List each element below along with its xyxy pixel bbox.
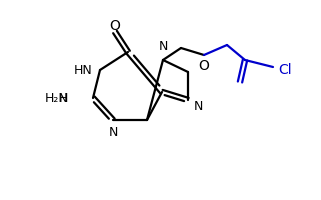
Text: O: O [109,19,120,33]
Text: H: H [59,92,68,104]
Text: N: N [158,40,168,53]
Text: Cl: Cl [278,63,292,77]
Text: O: O [199,59,209,73]
Text: HN: HN [74,64,92,76]
Text: N: N [108,126,118,138]
Text: H₂N: H₂N [44,92,68,104]
Text: N: N [193,100,203,114]
